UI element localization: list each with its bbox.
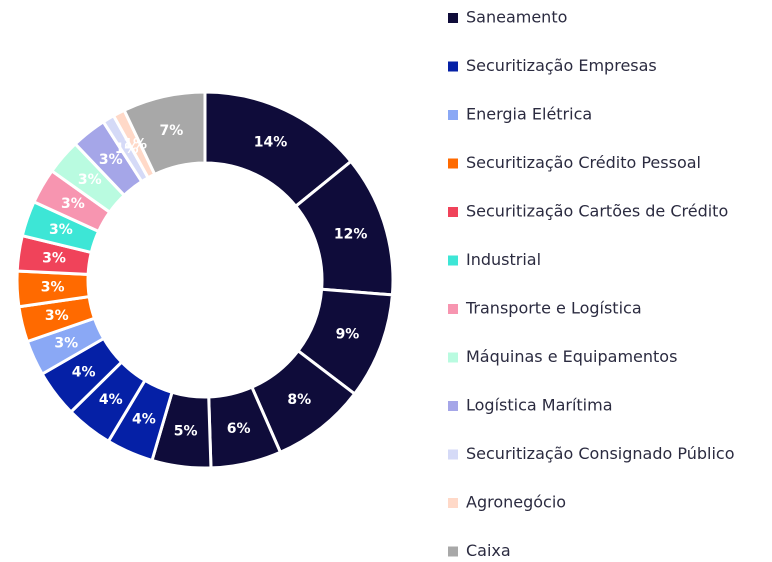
value-label: 5% (174, 423, 198, 439)
legend-swatch (448, 61, 458, 72)
value-label: 8% (287, 392, 311, 408)
legend-label: Energia Elétrica (466, 105, 592, 124)
legend-label: Máquinas e Equipamentos (466, 347, 677, 366)
value-label: 3% (61, 196, 85, 212)
value-label: 6% (227, 421, 251, 437)
legend-label: Agronegócio (466, 493, 566, 512)
value-label: 1% (115, 141, 139, 157)
legend-swatch (448, 304, 458, 314)
legend-label: Securitização Consignado Público (466, 444, 735, 463)
legend-swatch (448, 158, 458, 169)
value-label: 4% (72, 364, 96, 380)
legend-swatch (448, 449, 458, 460)
legend-swatch (448, 13, 458, 23)
value-label: 9% (336, 326, 360, 342)
value-label: 4% (132, 412, 156, 428)
legend-label: Securitização Empresas (466, 56, 657, 75)
value-label: 3% (45, 308, 69, 324)
value-label: 12% (334, 227, 368, 243)
legend-label: Securitização Cartões de Crédito (466, 202, 728, 221)
legend-swatch (448, 546, 458, 557)
value-label: 3% (41, 279, 65, 295)
value-label: 3% (99, 152, 123, 168)
legend-swatch (448, 401, 458, 411)
legend-swatch (448, 110, 458, 120)
value-label: 3% (78, 172, 102, 188)
legend-swatch (448, 498, 458, 508)
legend-swatch (448, 207, 458, 217)
legend-label: Saneamento (466, 8, 567, 27)
legend-label: Industrial (466, 250, 541, 269)
value-label: 4% (99, 392, 123, 408)
legend-swatch (448, 255, 458, 266)
value-label: 3% (54, 335, 78, 351)
value-label: 1% (123, 136, 147, 152)
value-label: 3% (49, 222, 73, 238)
legend-label: Caixa (466, 541, 511, 558)
value-label: 3% (42, 250, 66, 266)
legend-swatch (448, 352, 458, 363)
slice (122, 90, 207, 177)
legend-label: Transporte e Logística (465, 299, 642, 318)
legend-label: Securitização Crédito Pessoal (466, 153, 701, 172)
value-label: 14% (254, 134, 288, 150)
legend-label: Logística Marítima (466, 396, 613, 415)
value-label: 7% (160, 123, 184, 139)
